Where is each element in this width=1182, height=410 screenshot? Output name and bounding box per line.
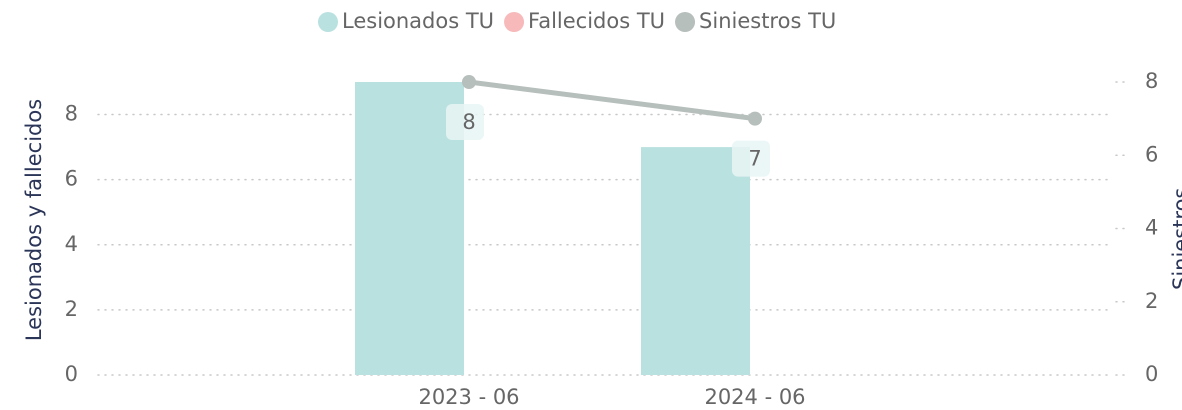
y2-tick-label: 6 [1145,142,1158,166]
data-label: 7 [748,147,761,171]
y2-tick-label: 0 [1145,362,1158,386]
x-tick-label: 2024 - 06 [704,385,805,409]
line [468,79,756,122]
y2-axis-title: Siniestros [1169,188,1182,290]
legend-swatch [318,12,338,32]
legend-label: Siniestros TU [699,9,836,33]
y-tick-label: 2 [65,297,78,321]
y-tick-label: 4 [65,232,78,256]
y2-tick-label: 4 [1145,216,1158,240]
y-tick-label: 8 [65,102,78,126]
line-point [462,75,476,89]
bar [355,82,464,375]
data-label-box [446,104,484,140]
y-tick-label: 6 [65,167,78,191]
y-axis-title: Lesionados y fallecidos [22,99,46,341]
data-label: 8 [462,110,475,134]
legend-label: Fallecidos TU [528,9,665,33]
data-label-box [732,140,770,177]
y2-tick-label: 2 [1145,289,1158,313]
legend-label: Lesionados TU [342,9,494,33]
line-point [748,111,762,126]
legend-swatch [504,12,525,32]
y-tick-label: 0 [65,362,78,386]
bar [641,147,750,375]
x-tick-label: 2023 - 06 [418,385,519,409]
legend-swatch [675,12,696,32]
y2-tick-label: 8 [1145,69,1158,93]
